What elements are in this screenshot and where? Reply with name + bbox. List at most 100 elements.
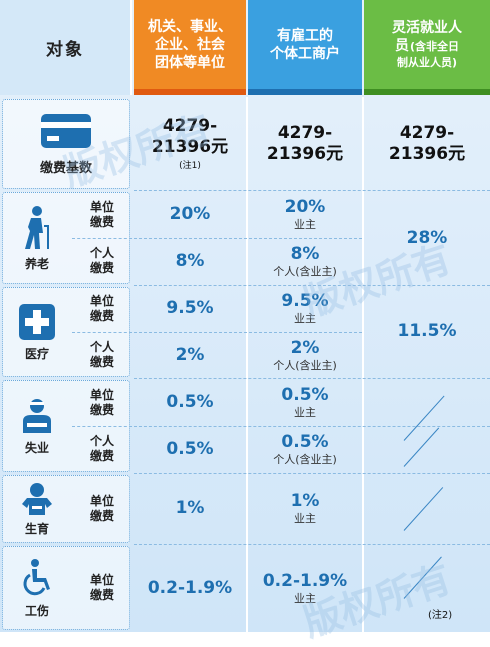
medical-unit-col2-value: 9.5% xyxy=(281,291,329,311)
maternity-unit-label-2: 缴费 xyxy=(89,509,114,523)
medical-col3-value: 11.5% xyxy=(397,321,457,341)
base-col1-note: (注1) xyxy=(179,161,201,171)
medical-unit-col1: 9.5% xyxy=(134,285,246,332)
pension-person-label-2: 缴费 xyxy=(89,261,114,275)
header-col-flexible: 灵活就业人 员 (含非全日 制从业人员) xyxy=(364,0,490,95)
unemployment-person-col1: 0.5% xyxy=(134,426,246,473)
medical-person-col2: 2% 个人(含业主) xyxy=(248,332,362,378)
pension-unit-label-2: 缴费 xyxy=(89,215,114,229)
header-object: 对象 xyxy=(0,0,132,95)
pension-unit-col2-sub: 业主 xyxy=(294,218,316,231)
base-col3-line1: 4279- xyxy=(399,122,455,143)
sub-row-separator xyxy=(72,238,132,239)
header-col3-line1: 灵活就业人 xyxy=(392,20,462,36)
row-separator xyxy=(134,378,490,379)
column-separator-1 xyxy=(246,97,248,632)
injury-unit-col2-value: 0.2-1.9% xyxy=(262,570,348,591)
unemployed-worker-icon xyxy=(23,398,51,433)
pension-unit-col2-value: 20% xyxy=(284,197,326,217)
pension-unit-label-1: 单位 xyxy=(89,200,114,214)
header-col2-line1: 有雇工的 xyxy=(277,27,333,44)
medical-person-col2-value: 2% xyxy=(290,337,320,358)
medical-unit-label: 单位 缴费 xyxy=(72,286,132,332)
sub-row-separator xyxy=(72,426,132,427)
injury-unit-col2-sub: 业主 xyxy=(294,591,316,605)
header-col1-line2: 企业、社会 xyxy=(155,36,225,53)
unemployment-person-col1-value: 0.5% xyxy=(166,439,214,459)
base-col1-line1: 4279- xyxy=(162,116,218,136)
row-separator xyxy=(134,332,362,333)
unemployment-unit-label-1: 单位 xyxy=(89,388,114,402)
unemployment-category: 失业 xyxy=(2,380,72,472)
pension-col3: 28% xyxy=(364,191,490,285)
pension-person-col2-value: 8% xyxy=(290,244,320,264)
injury-unit-col2: 0.2-1.9% 业主 xyxy=(248,545,362,631)
unemployment-unit-col2: 0.5% 业主 xyxy=(248,379,362,426)
header-col3-line2: 员 (含非全日 xyxy=(395,37,459,55)
medical-cross-icon xyxy=(19,303,55,340)
injury-unit-label: 单位 缴费 xyxy=(72,546,132,630)
maternity-category: 生育 xyxy=(2,475,72,543)
medical-person-col2-sub: 个人(含业主) xyxy=(273,358,337,372)
pension-person-col2: 8% 个人(含业主) xyxy=(248,238,362,285)
maternity-unit-col2: 1% 业主 xyxy=(248,473,362,544)
pension-person-col2-sub: 个人(含业主) xyxy=(273,265,337,278)
medical-unit-label-2: 缴费 xyxy=(89,309,114,323)
base-label: 缴费基数 xyxy=(39,160,92,176)
maternity-unit-col2-sub: 业主 xyxy=(294,512,316,525)
pension-unit-col2: 20% 业主 xyxy=(248,191,362,238)
not-applicable-slash xyxy=(403,395,445,441)
medical-person-label-2: 缴费 xyxy=(89,355,114,369)
unemployment-person-col2-value: 0.5% xyxy=(281,432,329,452)
header-col-units: 机关、事业、 企业、社会 团体等单位 xyxy=(134,0,246,95)
medical-unit-col1-value: 9.5% xyxy=(166,298,214,318)
header-col3-yuan: 员 xyxy=(394,38,409,54)
maternity-unit-col2-value: 1% xyxy=(290,491,320,511)
medical-col3: 11.5% xyxy=(364,285,490,378)
pension-person-col1: 8% xyxy=(134,238,246,285)
unemployment-person-col2: 0.5% 个人(含业主) xyxy=(248,426,362,473)
pension-person-label-1: 个人 xyxy=(89,246,114,260)
row-separator xyxy=(134,285,490,286)
base-col1-line2: 21396元 xyxy=(151,137,229,157)
injury-unit-label-2: 缴费 xyxy=(89,588,114,602)
injury-unit-col1-value: 0.2-1.9% xyxy=(147,577,233,598)
medical-unit-col2-sub: 业主 xyxy=(294,312,316,325)
maternity-unit-label-1: 单位 xyxy=(89,494,114,508)
maternity-unit-label: 单位 缴费 xyxy=(72,475,132,543)
maternity-label: 生育 xyxy=(24,521,49,536)
medical-label: 医疗 xyxy=(24,346,49,361)
medical-person-col1-value: 2% xyxy=(175,344,205,365)
unemployment-person-label-1: 个人 xyxy=(89,434,114,448)
unemployment-person-label: 个人 缴费 xyxy=(72,426,132,472)
medical-unit-col2: 9.5% 业主 xyxy=(248,285,362,332)
header-col3-sub2: 制从业人员) xyxy=(396,56,458,69)
injury-category: 工伤 xyxy=(2,546,72,630)
maternity-unit-col1-value: 1% xyxy=(175,498,205,518)
base-col2-line2: 21396元 xyxy=(266,143,344,164)
pension-label: 养老 xyxy=(24,256,49,271)
base-label-cell: 缴费基数 xyxy=(2,99,130,189)
unemployment-unit-col1-value: 0.5% xyxy=(166,392,214,412)
header-object-label: 对象 xyxy=(46,40,84,60)
row-separator xyxy=(134,473,490,474)
header-col1-line1: 机关、事业、 xyxy=(148,18,232,35)
row-separator xyxy=(134,190,490,191)
pension-col3-value: 28% xyxy=(406,227,448,248)
unemployment-unit-label-2: 缴费 xyxy=(89,403,114,417)
header-col1-line3: 团体等单位 xyxy=(155,54,225,71)
medical-category: 医疗 xyxy=(2,287,72,377)
header-col3-sub1: (含非全日 xyxy=(409,40,460,53)
card-icon xyxy=(41,113,91,148)
unemployment-unit-col2-sub: 业主 xyxy=(294,406,316,419)
injury-unit-col1: 0.2-1.9% xyxy=(134,545,246,631)
pension-unit-col1: 20% xyxy=(134,191,246,238)
pension-unit-col1-value: 20% xyxy=(169,204,211,224)
injury-unit-label-1: 单位 xyxy=(89,573,114,587)
injury-col3-note: (注2) xyxy=(428,610,453,621)
row-separator xyxy=(134,544,490,545)
not-applicable-slash xyxy=(403,556,442,599)
injury-label-box xyxy=(2,546,130,630)
header-col2-line2: 个体工商户 xyxy=(270,45,340,62)
